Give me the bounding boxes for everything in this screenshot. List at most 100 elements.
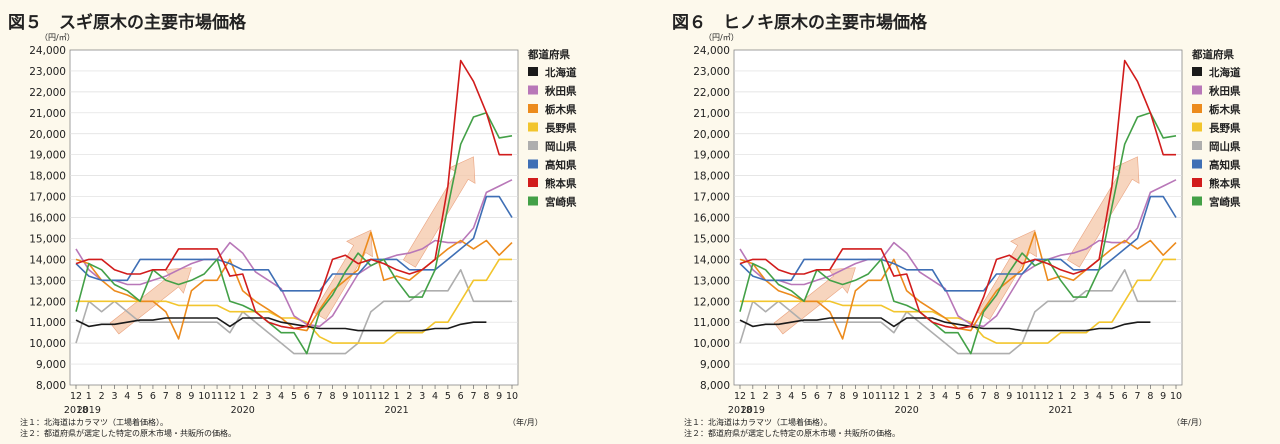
x-year-label: 2019 — [741, 405, 765, 416]
x-year-label: 2020 — [231, 405, 255, 416]
y-tick-label: 13,000 — [29, 275, 66, 287]
y-tick-label: 19,000 — [29, 150, 66, 162]
x-tick-label: 10 — [352, 391, 364, 402]
legend-label: 長野県 — [1209, 123, 1241, 135]
note-1: 注１：北海道はカラマツ（工場着価格）。 — [20, 418, 168, 427]
legend-swatch — [528, 141, 538, 150]
x-tick-label: 6 — [814, 391, 820, 402]
x-tick-label: 11 — [875, 391, 887, 402]
y-tick-label: 8,000 — [36, 380, 66, 392]
y-tick-label: 15,000 — [693, 233, 730, 245]
x-tick-label: 12 — [734, 391, 746, 402]
y-tick-label: 23,000 — [29, 66, 66, 78]
x-tick-label: 1 — [86, 391, 92, 402]
legend-label: 熊本県 — [1209, 177, 1241, 190]
x-year-label: 2019 — [77, 405, 101, 416]
y-unit-label: （円/㎥） — [40, 33, 75, 42]
y-tick-label: 12,000 — [693, 296, 730, 308]
x-tick-label: 3 — [929, 391, 935, 402]
x-tick-label: 8 — [329, 391, 335, 402]
series-line-熊本県 — [75, 59, 512, 330]
x-tick-label: 2 — [917, 391, 923, 402]
y-tick-label: 21,000 — [693, 108, 730, 120]
x-tick-label: 8 — [840, 391, 846, 402]
x-tick-label: 8 — [993, 391, 999, 402]
x-tick-label: 5 — [955, 391, 961, 402]
chart-svg-hinoki: 8,000 9,000 10,000 11,000 12,000 13,000 14,000… — [693, 33, 1241, 427]
x-tick-label: 11 — [365, 391, 377, 402]
x-tick-label: 9 — [1160, 391, 1166, 402]
x-tick-label: 9 — [342, 391, 348, 402]
x-tick-label: 7 — [981, 391, 987, 402]
x-tick-label: 12 — [888, 391, 900, 402]
legend-swatch — [1192, 85, 1202, 95]
y-tick-label: 24,000 — [693, 45, 730, 57]
chart-title: 図６ ヒノキ原木の主要市場価格 — [672, 13, 927, 33]
legend-label: 秋田県 — [545, 85, 577, 98]
legend-swatch — [1192, 67, 1202, 76]
legend-label: 北海道 — [545, 66, 577, 79]
y-tick-label: 20,000 — [693, 129, 730, 141]
y-tick-label: 8,000 — [700, 380, 730, 392]
y-tick-label: 18,000 — [29, 171, 66, 183]
series-line-宮崎県 — [75, 112, 513, 355]
x-tick-label: 9 — [1006, 391, 1012, 402]
x-tick-label: 3 — [419, 391, 425, 402]
legend-title: 都道府県 — [527, 48, 570, 61]
series-line-高知県 — [75, 195, 513, 292]
x-tick-label: 1 — [904, 391, 910, 402]
series-line-北海道 — [75, 317, 487, 332]
x-tick-label: 6 — [1122, 391, 1128, 402]
series-line-宮崎県 — [739, 112, 1177, 355]
y-tick-label: 24,000 — [29, 45, 66, 57]
x-tick-label: 2 — [763, 391, 769, 402]
legend-swatch — [1192, 104, 1202, 113]
legend-swatch — [1192, 122, 1202, 132]
note-2: 注２：都道府県が選定した特定の原木市場・共販所の価格。 — [20, 429, 236, 438]
x-tick-label: 4 — [432, 391, 438, 402]
y-unit-label: （円/㎥） — [704, 33, 739, 42]
x-tick-label: 4 — [1096, 391, 1102, 402]
x-tick-label: 7 — [827, 391, 833, 402]
y-tick-label: 20,000 — [29, 129, 66, 141]
trend-arrow — [1066, 156, 1140, 268]
x-tick-label: 4 — [124, 391, 130, 402]
series-line-岡山県 — [75, 269, 512, 355]
legend-swatch — [528, 104, 538, 113]
y-tick-label: 19,000 — [693, 150, 730, 162]
legend-title: 都道府県 — [1191, 48, 1234, 61]
x-tick-label: 5 — [801, 391, 807, 402]
x-tick-label: 3 — [1083, 391, 1089, 402]
x-tick-label: 2 — [1070, 391, 1076, 402]
x-tick-label: 5 — [291, 391, 297, 402]
y-tick-label: 14,000 — [29, 254, 66, 266]
note-2: 注２：都道府県が選定した特定の原木市場・共販所の価格。 — [684, 429, 900, 438]
series-line-北海道 — [739, 317, 1151, 332]
x-tick-label: 6 — [304, 391, 310, 402]
y-tick-label: 9,000 — [700, 359, 730, 371]
x-tick-label: 12 — [378, 391, 390, 402]
y-tick-label: 16,000 — [693, 213, 730, 225]
x-year-label: 2018 — [728, 405, 752, 416]
legend-swatch — [528, 178, 538, 187]
x-unit-label: （年/月） — [1172, 417, 1207, 427]
legend-label: 熊本県 — [545, 177, 577, 190]
legend-swatch — [1192, 178, 1202, 187]
y-tick-label: 22,000 — [29, 87, 66, 99]
y-tick-label: 22,000 — [693, 87, 730, 99]
y-tick-label: 12,000 — [29, 296, 66, 308]
y-tick-label: 18,000 — [693, 171, 730, 183]
legend-label: 秋田県 — [1209, 85, 1241, 98]
x-tick-label: 7 — [1135, 391, 1141, 402]
legend-label: 栃木県 — [1209, 103, 1241, 116]
y-tick-label: 10,000 — [693, 338, 730, 350]
legend-swatch — [528, 159, 538, 169]
x-tick-label: 3 — [265, 391, 271, 402]
legend-label: 高知県 — [545, 159, 577, 172]
x-tick-label: 4 — [942, 391, 948, 402]
legend-label: 高知県 — [1209, 159, 1241, 172]
legend-swatch — [528, 67, 538, 76]
series-line-岡山県 — [739, 269, 1176, 355]
x-tick-label: 10 — [1016, 391, 1028, 402]
chart-svg-sugi: 8,000 9,000 10,000 11,000 12,000 13,000 14,000… — [29, 33, 577, 427]
